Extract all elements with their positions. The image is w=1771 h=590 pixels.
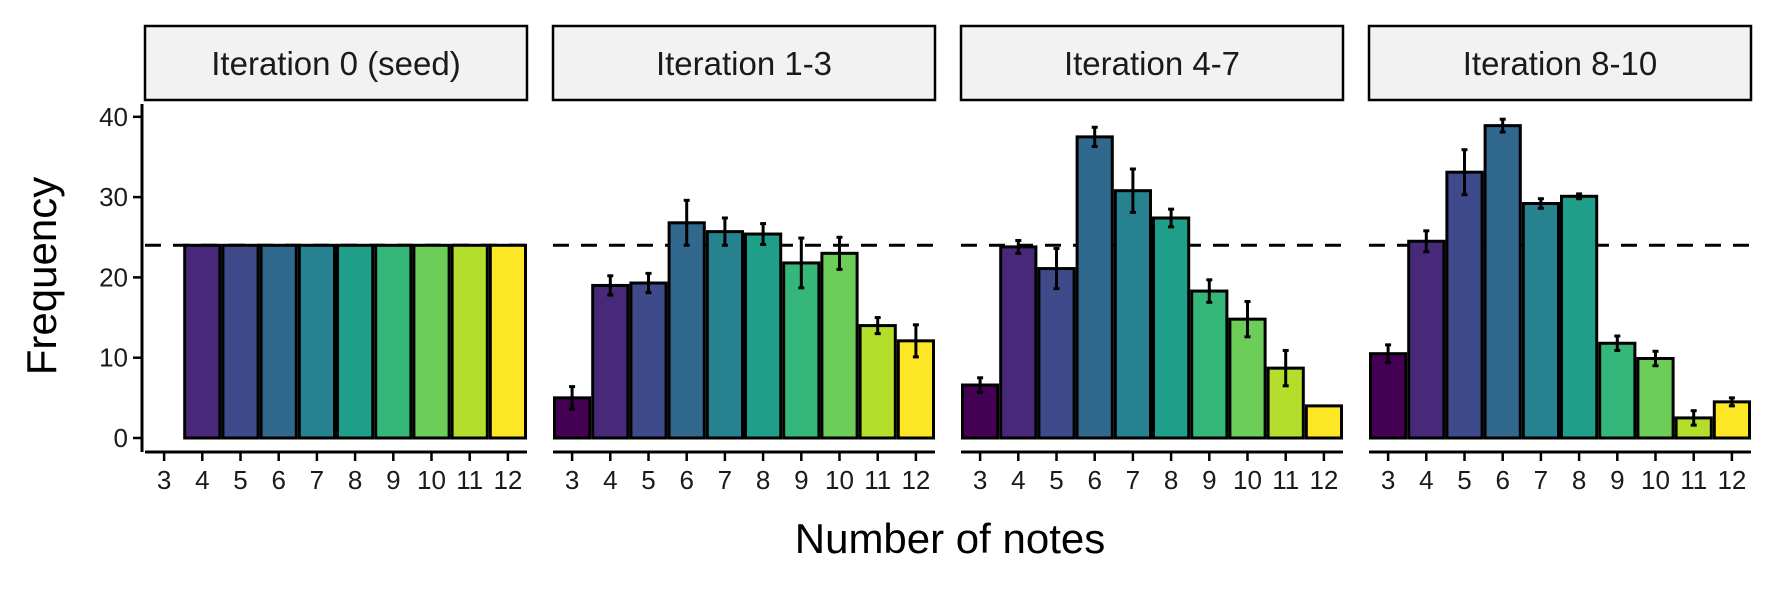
bar-7 (1521, 202, 1561, 440)
panel-strip (959, 24, 1345, 102)
x-tick-label: 5 (233, 465, 247, 495)
x-tick-label: 8 (756, 465, 770, 495)
x-tick-label: 9 (386, 465, 400, 495)
x-tick-label: 5 (1049, 465, 1063, 495)
bar-9 (1598, 341, 1637, 440)
x-tick-label: 8 (348, 465, 362, 495)
bar-9 (782, 261, 821, 440)
bar-6 (1483, 124, 1522, 440)
bar-4 (1407, 239, 1446, 440)
bar-6 (259, 243, 298, 440)
y-tick-label: 30 (99, 182, 128, 212)
x-tick-label: 9 (1202, 465, 1216, 495)
x-tick-label: 3 (973, 465, 987, 495)
x-tick-label: 7 (1534, 465, 1548, 495)
y-axis-title: Frequency (18, 177, 65, 375)
x-tick-label: 6 (271, 465, 285, 495)
x-tick-label: 11 (864, 465, 891, 495)
bar-4 (591, 283, 630, 440)
panel-title: Iteration 8-10 (1463, 45, 1657, 82)
x-tick-label: 7 (718, 465, 732, 495)
x-tick-label: 4 (603, 465, 617, 495)
bar-7 (297, 243, 336, 440)
bar-5 (629, 281, 668, 440)
panel-strip (1367, 24, 1753, 102)
panel-strip (551, 24, 937, 102)
bar-5 (1037, 267, 1076, 440)
y-axis: 0 10 20 30 40 (99, 102, 144, 453)
panel: Iteration 0 (seed) 3 4 5 6 7 8 9 10 11 12 (143, 24, 529, 495)
bar-10 (1228, 317, 1267, 440)
bar-12 (1304, 404, 1344, 440)
y-tick-label: 0 (114, 423, 128, 453)
bar-12 (488, 243, 527, 440)
x-tick-label: 10 (417, 465, 446, 495)
x-tick-label: 8 (1572, 465, 1586, 495)
bar-3 (1369, 352, 1408, 440)
panel-title: Iteration 0 (seed) (211, 45, 460, 82)
panel: Iteration 4-7 3 4 5 6 7 8 9 10 11 12 (959, 24, 1345, 495)
panel-title: Iteration 1-3 (656, 45, 832, 82)
x-tick-label: 12 (1717, 465, 1746, 495)
panel: Iteration 1-3 3 4 5 6 7 8 9 10 11 12 (551, 24, 937, 495)
bar-10 (412, 243, 451, 440)
x-tick-label: 12 (1309, 465, 1338, 495)
bar-8 (336, 243, 375, 440)
x-tick-label: 10 (1233, 465, 1262, 495)
x-tick-label: 9 (794, 465, 808, 495)
x-tick-label: 4 (1419, 465, 1433, 495)
bar-11 (450, 243, 489, 440)
x-tick-label: 11 (1680, 465, 1707, 495)
x-tick-label: 5 (641, 465, 655, 495)
bar-5 (221, 243, 260, 440)
x-axis-title: Number of notes (795, 515, 1106, 562)
x-tick-label: 9 (1610, 465, 1624, 495)
y-tick-label: 20 (99, 262, 128, 292)
bar-10 (1636, 357, 1675, 440)
x-tick-label: 3 (1381, 465, 1395, 495)
bar-8 (1560, 194, 1599, 440)
bar-4 (183, 243, 222, 440)
x-tick-label: 7 (310, 465, 324, 495)
bar-9 (1190, 289, 1229, 440)
bar-8 (744, 232, 783, 440)
panel-title: Iteration 4-7 (1064, 45, 1240, 82)
x-tick-label: 4 (1011, 465, 1025, 495)
x-tick-label: 12 (493, 465, 522, 495)
bar-5 (1445, 170, 1484, 440)
y-tick-label: 10 (99, 343, 128, 373)
x-tick-label: 4 (195, 465, 209, 495)
x-tick-label: 5 (1457, 465, 1471, 495)
x-tick-label: 6 (1087, 465, 1101, 495)
x-tick-label: 7 (1126, 465, 1140, 495)
bar-9 (374, 243, 413, 440)
x-tick-label: 3 (157, 465, 171, 495)
x-tick-label: 11 (1272, 465, 1299, 495)
bar-11 (858, 324, 897, 440)
x-tick-label: 10 (1641, 465, 1670, 495)
bar-12 (1712, 400, 1752, 440)
x-tick-label: 11 (456, 465, 483, 495)
x-tick-label: 12 (901, 465, 930, 495)
bar-8 (1152, 216, 1191, 440)
x-tick-label: 6 (1495, 465, 1509, 495)
x-tick-label: 6 (679, 465, 693, 495)
panels-layer: Iteration 0 (seed)3 4 5 6 7 8 9 10 11 12Iteration… (143, 24, 1753, 495)
bar-7 (1113, 189, 1153, 440)
x-tick-label: 8 (1164, 465, 1178, 495)
y-tick-label: 40 (99, 102, 128, 132)
x-tick-label: 3 (565, 465, 579, 495)
bar-4 (999, 245, 1038, 440)
bar-6 (667, 221, 706, 440)
bar-10 (820, 251, 859, 440)
x-tick-label: 10 (825, 465, 854, 495)
panel: Iteration 8-10 3 4 5 6 7 8 9 10 11 12 (1367, 24, 1753, 495)
bar-7 (705, 230, 744, 440)
panel-strip (143, 24, 529, 102)
bar-6 (1075, 135, 1114, 440)
